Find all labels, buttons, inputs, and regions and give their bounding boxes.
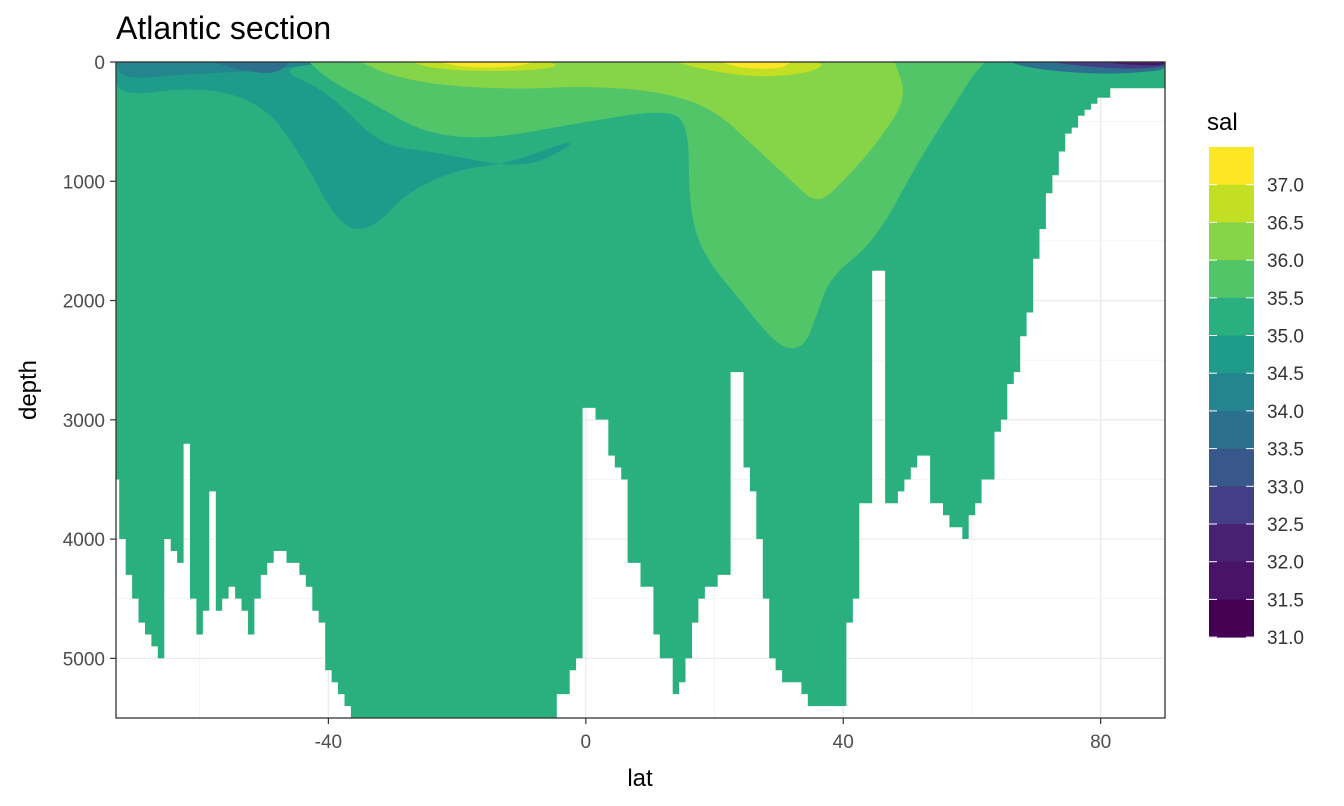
y-tick-label: 2000 — [63, 292, 105, 313]
seafloor-mask — [116, 88, 1165, 718]
legend-label: 34.0 — [1267, 402, 1304, 423]
legend-swatch — [1209, 524, 1254, 563]
x-tick-label: 80 — [1090, 732, 1111, 753]
legend-label: 33.5 — [1267, 440, 1304, 461]
legend-label: 32.5 — [1267, 515, 1304, 536]
salinity-region-north-peak — [720, 62, 792, 69]
chart-title: Atlantic section — [116, 10, 332, 46]
legend-label: 37.0 — [1267, 176, 1304, 197]
salinity-region-intermediate — [116, 62, 570, 229]
salinity-field — [116, 62, 1165, 718]
y-tick-label: 4000 — [63, 530, 105, 551]
legend-label: 35.5 — [1267, 289, 1304, 310]
x-tick-label: 40 — [833, 732, 854, 753]
y-tick-label: 0 — [94, 53, 105, 74]
legend-swatch — [1209, 373, 1254, 412]
salinity-region-surface-south-fresh — [212, 62, 290, 73]
legend-label: 36.5 — [1267, 213, 1304, 234]
salinity-region-arctic-3 — [1100, 62, 1165, 66]
legend-swatch — [1209, 448, 1254, 487]
legend-swatch — [1209, 222, 1254, 261]
panel-border — [115, 61, 1166, 719]
legend-label: 36.0 — [1267, 251, 1304, 272]
legend-title: sal — [1207, 109, 1238, 136]
salinity-region-35_5-36 — [360, 62, 903, 200]
y-tick-label: 5000 — [63, 649, 105, 670]
x-tick-label: 0 — [581, 732, 592, 753]
legend-swatch — [1209, 599, 1254, 638]
legend: sal 37.0 36.5 36.0 35.5 35.0 34.5 34.0 33.5 33.0… — [1207, 109, 1304, 649]
legend-swatch — [1209, 260, 1254, 299]
legend-swatch — [1209, 184, 1254, 223]
legend-label: 31.0 — [1267, 628, 1304, 649]
legend-label: 34.5 — [1267, 364, 1304, 385]
x-tick-label: -40 — [315, 732, 342, 753]
y-axis-title: depth — [15, 360, 42, 420]
axis-layer: -40 0 40 80 0 1000 2000 3000 4000 5000 — [63, 53, 1111, 753]
legend-swatch — [1209, 410, 1254, 450]
y-tick-label: 1000 — [63, 172, 105, 193]
legend-swatch — [1209, 147, 1254, 186]
legend-swatch — [1209, 561, 1254, 600]
legend-swatch — [1209, 335, 1254, 374]
legend-label: 31.5 — [1267, 590, 1304, 611]
legend-label: 35.0 — [1267, 327, 1304, 348]
y-tick-label: 3000 — [63, 411, 105, 432]
legend-swatch — [1209, 486, 1254, 525]
legend-label: 32.0 — [1267, 553, 1304, 574]
legend-swatch — [1209, 297, 1254, 336]
x-axis-title: lat — [627, 765, 653, 792]
legend-label: 33.0 — [1267, 477, 1304, 498]
salinity-region-south-peak — [437, 62, 535, 68]
